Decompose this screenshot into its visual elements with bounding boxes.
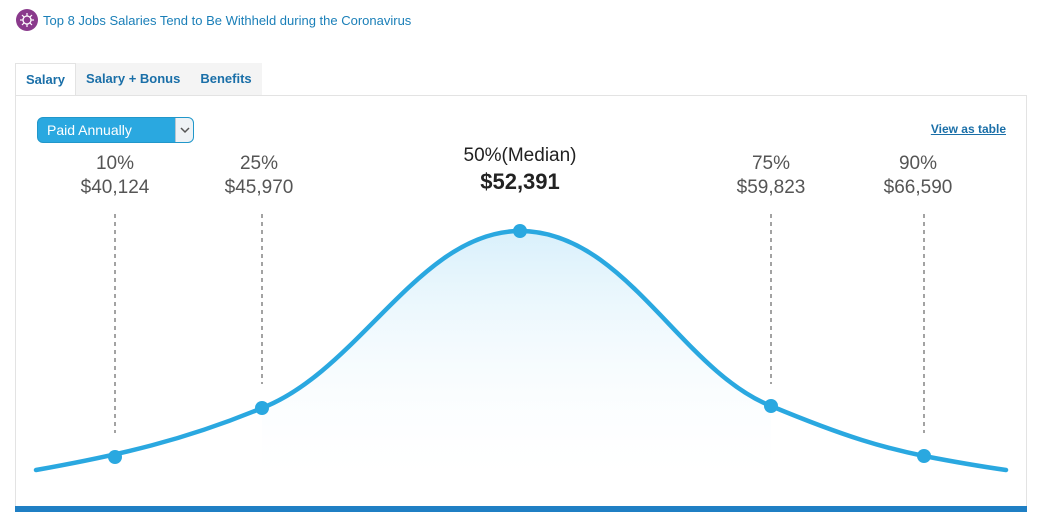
percentile-75-value: $59,823 [736,177,806,198]
percentile-25-label: 25% [239,153,279,174]
percentile-median-value: $52,391 [480,169,560,194]
view-as-table-link[interactable]: View as table [930,122,1006,136]
salary-tabs: Salary Salary + Bonus Benefits [15,63,262,97]
curve-line [33,228,1009,473]
news-link[interactable]: Top 8 Jobs Salaries Tend to Be Withheld … [16,9,411,31]
percentile-10: 10% $40,124 [55,152,175,200]
percentile-median-point[interactable] [513,224,527,238]
percentile-median: 50%(Median) $52,391 [410,144,630,196]
percentile-median-label: 50%(Median) [463,145,577,166]
percentile-10-point[interactable] [108,450,122,464]
curve-fill [262,231,771,490]
percentile-25-point[interactable] [255,401,269,415]
percentile-90-label: 90% [898,153,938,174]
tab-salary[interactable]: Salary [15,63,77,97]
percentile-90-value: $66,590 [883,177,953,198]
percentile-75: 75% $59,823 [711,152,831,200]
percentile-10-value: $40,124 [80,177,150,198]
tab-benefits[interactable]: Benefits [190,63,262,96]
percentile-25-value: $45,970 [224,177,294,198]
chevron-down-icon[interactable] [175,118,193,142]
percentile-90: 90% $66,590 [858,152,978,200]
percentile-75-point[interactable] [764,399,778,413]
pay-period-selected: Paid Annually [47,122,132,138]
panel-bottom-bar [15,506,1027,512]
percentile-25: 25% $45,970 [199,152,319,200]
news-link-text: Top 8 Jobs Salaries Tend to Be Withheld … [43,12,412,28]
percentile-90-point[interactable] [917,449,931,463]
pay-period-select[interactable]: Paid Annually [37,117,194,143]
percentile-10-label: 10% [95,153,135,174]
coronavirus-icon [16,9,38,31]
percentile-75-label: 75% [751,153,791,174]
tab-salary-bonus[interactable]: Salary + Bonus [76,63,191,96]
